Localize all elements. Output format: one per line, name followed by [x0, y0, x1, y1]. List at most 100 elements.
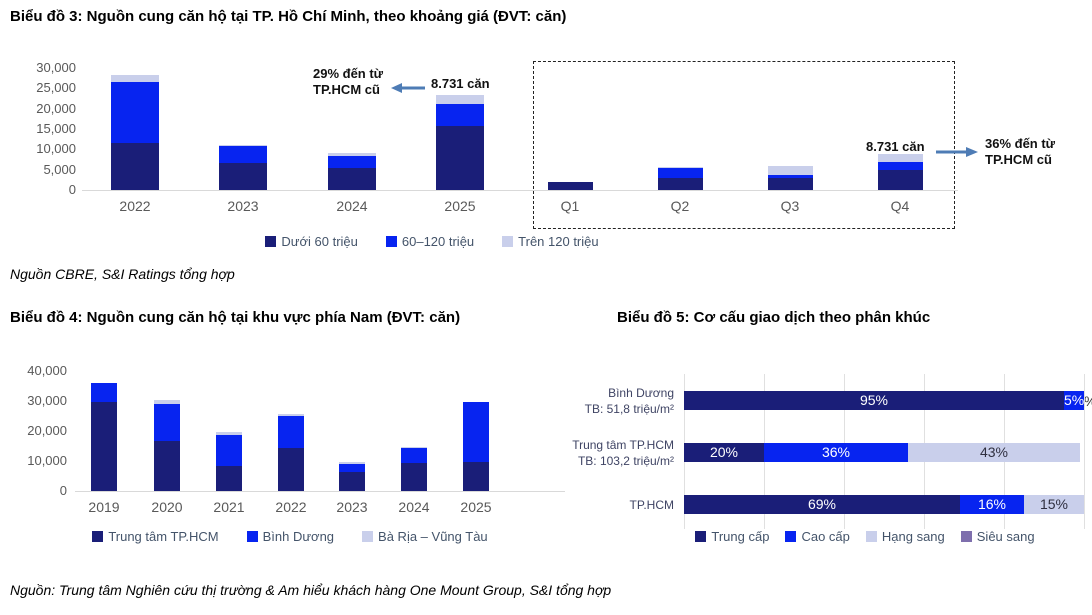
bar-segment: [684, 495, 960, 514]
bar-segment: [154, 440, 180, 491]
bar-label: 15%: [1039, 496, 1069, 512]
chart4-title: Biểu đồ 4: Nguồn cung căn hộ tại khu vực…: [10, 309, 461, 326]
x-axis-label: Q4: [890, 198, 910, 214]
legend-item: Trên 120 triệu: [502, 234, 599, 249]
legend-swatch: [785, 531, 797, 542]
x-axis-label: 2020: [151, 499, 183, 515]
legend-swatch: [865, 531, 877, 542]
legend-swatch: [265, 236, 277, 247]
annotation-8731-2025: 8.731 căn: [431, 76, 490, 91]
legend-label: Cao cấp: [801, 529, 850, 544]
legend-item: Trung tâm TP.HCM: [92, 529, 219, 544]
row-label: Trung tâm TP.HCM TB: 103,2 triệu/m²: [572, 437, 674, 468]
bar-segment: [111, 75, 159, 82]
bar-segment: [767, 166, 813, 175]
bar-segment: [1064, 391, 1084, 410]
legend-item: Hạng sang: [865, 529, 945, 544]
y-tick-label: 15,000: [36, 121, 76, 136]
x-axis-label: 2021: [213, 499, 245, 515]
bar-segment: [657, 167, 703, 178]
bar-segment: [328, 167, 376, 190]
bar-segment: [657, 177, 703, 190]
y-tick-label: 30,000: [36, 60, 76, 75]
y-tick-label: 10,000: [27, 453, 67, 468]
bar-segment: [463, 401, 489, 463]
x-axis-label: Q2: [670, 198, 690, 214]
chart5-legend: Trung cấp Cao cấp Hạng sang Siêu sang: [650, 529, 1080, 544]
y-tick-label: 30,000: [27, 393, 67, 408]
bar-segment: [111, 143, 159, 190]
legend-swatch: [246, 531, 258, 542]
bar-segment: [463, 462, 489, 491]
bar-segment: [908, 443, 1080, 462]
bar-segment: [764, 443, 908, 462]
y-tick-label: 40,000: [27, 363, 67, 378]
gridline: [1084, 374, 1085, 529]
legend-swatch: [960, 531, 972, 542]
bar-segment: [767, 178, 813, 190]
y-tick-label: 10,000: [36, 141, 76, 157]
bar-segment: [960, 495, 1024, 514]
bar-segment: [877, 154, 923, 163]
bar-segment: [436, 103, 484, 127]
bar-label: 69%: [807, 496, 837, 512]
bar-label: 16%: [977, 496, 1007, 512]
legend-item: Dưới 60 triệu: [265, 234, 358, 249]
legend-swatch: [385, 236, 397, 247]
bar-segment: [436, 126, 484, 190]
chart4-legend: Trung tâm TP.HCM Bình Dương Bà Rịa – Vũng …: [60, 529, 520, 544]
row-label: TP.HCM: [629, 497, 674, 512]
bar-segment: [684, 391, 1064, 410]
x-axis-baseline: [75, 491, 565, 492]
legend-item: Cao cấp: [785, 529, 850, 544]
bar-segment: [278, 416, 304, 449]
bar-segment: [278, 413, 304, 417]
bar-segment: [1024, 495, 1084, 514]
x-axis-label: 2024: [336, 198, 368, 214]
bar-segment: [877, 162, 923, 170]
legend-label: Siêu sang: [976, 529, 1035, 544]
bar-segment: [684, 443, 764, 462]
legend-label: Bình Dương: [262, 529, 335, 544]
bar-segment: [216, 434, 242, 466]
x-axis-label: Q1: [560, 198, 580, 214]
x-axis-label: Q3: [780, 198, 800, 214]
y-tick-label: 5,000: [43, 161, 76, 177]
legend-swatch: [92, 531, 104, 542]
bar-segment: [401, 462, 427, 491]
legend-label: Trung cấp: [711, 529, 770, 544]
bar-segment: [219, 163, 267, 190]
row-label: Bình Dương TB: 51,8 triệu/m²: [584, 385, 674, 416]
legend-label: Dưới 60 triệu: [281, 234, 358, 249]
annotation-29pct: 29% đến từ TP.HCM cũ: [313, 66, 384, 98]
bar-segment: [339, 462, 365, 464]
bar-segment: [111, 81, 159, 144]
chart5-title: Biểu đồ 5: Cơ cấu giao dịch theo phân kh…: [617, 309, 931, 326]
legend-item: Siêu sang: [960, 529, 1035, 544]
y-tick-label: 25,000: [36, 80, 76, 96]
legend-swatch: [502, 236, 514, 247]
bar-segment: [328, 152, 376, 157]
bar-segment: [154, 403, 180, 441]
y-tick-label: 0: [68, 182, 76, 197]
annotation-8731-q4: 8.731 căn: [866, 139, 925, 154]
x-axis-baseline: [82, 190, 958, 191]
bar-segment: [339, 472, 365, 491]
bar-label: 36%: [821, 444, 851, 460]
legend-item: Bình Dương: [246, 529, 335, 544]
x-axis-label: 2025: [444, 198, 476, 214]
annotation-36pct: 36% đến từ TP.HCM cũ: [985, 136, 1056, 168]
bar-segment: [91, 383, 117, 402]
bar-segment: [91, 401, 117, 491]
bar-segment: [547, 182, 593, 190]
x-axis-label: 2022: [275, 499, 307, 515]
chart3-title: Biểu đồ 3: Nguồn cung căn hộ tại TP. Hồ …: [10, 8, 567, 25]
bar-label: 5%: [1064, 392, 1085, 408]
legend-swatch: [362, 531, 374, 542]
x-axis-label: 2025: [460, 499, 492, 515]
edge-clipped-label: %: [1084, 393, 1092, 409]
bar-segment: [767, 174, 813, 179]
legend-label: Trung tâm TP.HCM: [108, 529, 219, 544]
bar-segment: [657, 166, 703, 168]
